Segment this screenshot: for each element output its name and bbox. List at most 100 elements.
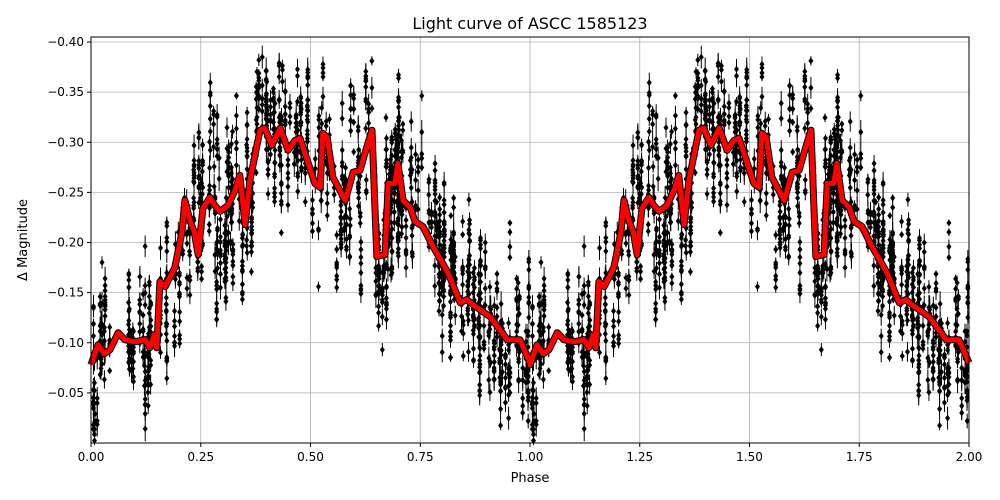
data-point bbox=[754, 283, 760, 291]
data-point bbox=[196, 134, 202, 142]
data-point bbox=[214, 281, 220, 289]
data-point bbox=[282, 87, 288, 95]
data-point bbox=[491, 337, 497, 345]
data-point bbox=[711, 146, 717, 154]
data-point bbox=[396, 113, 402, 121]
data-point bbox=[835, 71, 841, 79]
data-point bbox=[389, 152, 395, 160]
data-point bbox=[272, 159, 278, 167]
data-point bbox=[285, 183, 291, 191]
data-point bbox=[576, 273, 582, 281]
data-point bbox=[525, 397, 531, 405]
data-point bbox=[471, 264, 477, 272]
data-point bbox=[899, 270, 905, 278]
data-point bbox=[239, 280, 245, 288]
data-point bbox=[759, 93, 765, 101]
data-point bbox=[389, 247, 395, 255]
data-point bbox=[130, 326, 136, 334]
data-point bbox=[272, 173, 278, 181]
data-point bbox=[146, 292, 152, 300]
data-point bbox=[565, 276, 571, 284]
data-point bbox=[662, 294, 668, 302]
data-point bbox=[399, 223, 405, 231]
data-point bbox=[828, 164, 834, 172]
data-point bbox=[581, 425, 587, 433]
data-point bbox=[324, 212, 330, 220]
data-point bbox=[941, 360, 947, 368]
data-point bbox=[91, 379, 97, 387]
data-point bbox=[748, 227, 754, 235]
data-point bbox=[933, 279, 939, 287]
data-point bbox=[526, 266, 532, 274]
data-point bbox=[419, 128, 425, 136]
data-point bbox=[244, 121, 250, 129]
data-point bbox=[953, 275, 959, 283]
data-point bbox=[409, 232, 415, 240]
data-point bbox=[437, 228, 443, 236]
data-point bbox=[734, 187, 740, 195]
data-point bbox=[282, 110, 288, 118]
data-point bbox=[698, 107, 704, 115]
data-point bbox=[822, 114, 828, 122]
data-point bbox=[239, 257, 245, 265]
data-point bbox=[630, 161, 636, 169]
data-point bbox=[184, 285, 190, 293]
data-point bbox=[379, 298, 385, 306]
data-point bbox=[282, 116, 288, 124]
data-point bbox=[910, 283, 916, 291]
data-point bbox=[529, 302, 535, 310]
data-point bbox=[964, 417, 970, 425]
data-point bbox=[672, 138, 678, 146]
data-point bbox=[191, 198, 197, 206]
data-point bbox=[298, 163, 304, 171]
data-point bbox=[778, 162, 784, 170]
data-point bbox=[466, 256, 472, 264]
data-point bbox=[494, 287, 500, 295]
data-point bbox=[259, 95, 265, 103]
data-point bbox=[180, 250, 186, 258]
data-point bbox=[91, 386, 97, 394]
data-point bbox=[356, 202, 362, 210]
data-point bbox=[383, 284, 389, 292]
data-point bbox=[459, 312, 465, 320]
data-point bbox=[383, 294, 389, 302]
data-point bbox=[721, 110, 727, 118]
data-point bbox=[763, 212, 769, 220]
data-point bbox=[650, 183, 656, 191]
data-point bbox=[216, 175, 222, 183]
data-point bbox=[587, 356, 593, 364]
data-point bbox=[491, 345, 497, 353]
data-point bbox=[689, 203, 695, 211]
data-point bbox=[419, 163, 425, 171]
data-point bbox=[413, 176, 419, 184]
data-point bbox=[653, 315, 659, 323]
data-point bbox=[526, 285, 532, 293]
data-point bbox=[137, 308, 143, 316]
data-point bbox=[379, 346, 385, 354]
data-point bbox=[906, 236, 912, 244]
data-point bbox=[822, 294, 828, 302]
data-point bbox=[639, 158, 645, 166]
data-point bbox=[226, 172, 232, 180]
data-point bbox=[794, 127, 800, 135]
data-point bbox=[930, 337, 936, 345]
data-point bbox=[324, 199, 330, 207]
data-point bbox=[224, 124, 230, 132]
data-point bbox=[228, 140, 234, 148]
data-point bbox=[439, 348, 445, 356]
data-point bbox=[164, 337, 170, 345]
data-point bbox=[611, 322, 617, 330]
data-point bbox=[355, 179, 361, 187]
data-point bbox=[172, 322, 178, 330]
data-point bbox=[743, 137, 749, 145]
data-point bbox=[876, 211, 882, 219]
data-point bbox=[295, 187, 301, 195]
data-point bbox=[164, 247, 170, 255]
data-point bbox=[715, 62, 721, 70]
data-point bbox=[812, 277, 818, 285]
data-point bbox=[899, 281, 905, 289]
data-point bbox=[878, 332, 884, 340]
data-point bbox=[812, 290, 818, 298]
data-point bbox=[848, 232, 854, 240]
data-point bbox=[823, 134, 829, 142]
